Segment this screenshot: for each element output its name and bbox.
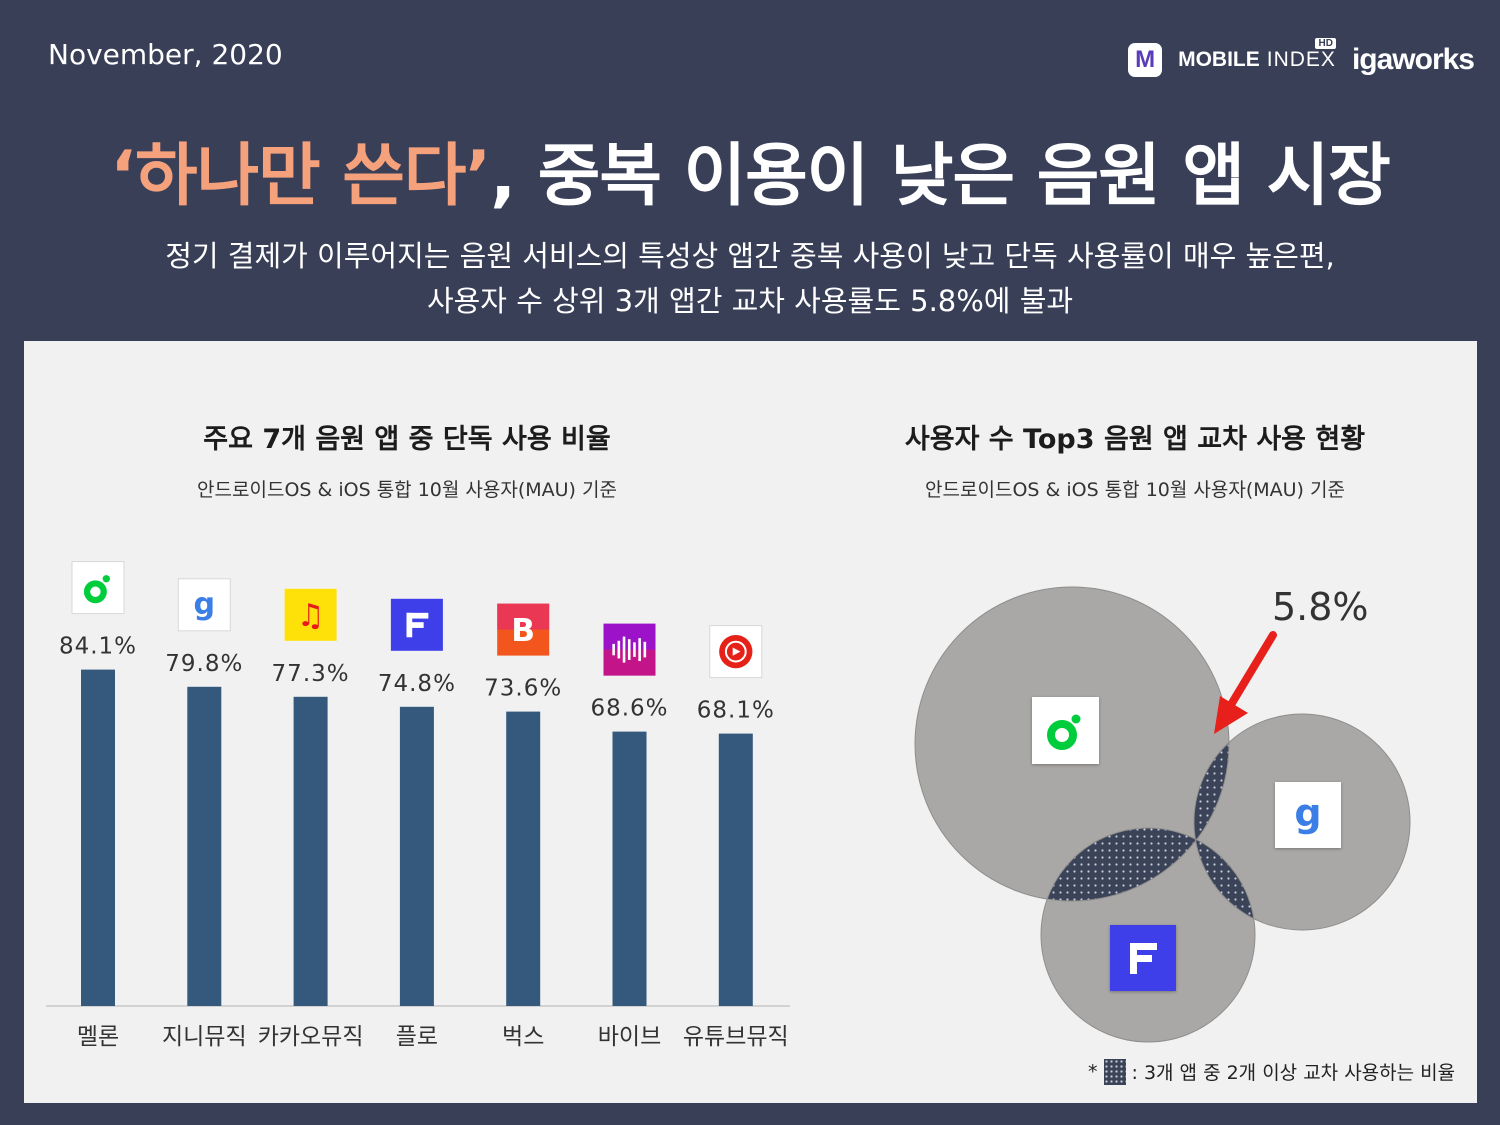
bar-value-label: 74.8% <box>378 671 456 697</box>
date-label: November, 2020 <box>48 38 283 71</box>
venn-outline-melon <box>914 586 1230 902</box>
svg-text:g: g <box>194 587 216 622</box>
legend-swatch <box>1103 1058 1126 1085</box>
venn-legend: * : 3개 앱 중 2개 이상 교차 사용하는 비율 <box>1088 1058 1455 1085</box>
brand-index: INDEX <box>1266 48 1336 71</box>
vibe-icon <box>603 623 656 676</box>
bar-value-label: 84.1% <box>59 634 137 660</box>
bar-1 <box>187 686 222 1006</box>
legend-text: : 3개 앱 중 2개 이상 교차 사용하는 비율 <box>1131 1062 1456 1084</box>
brand-hd-badge: HD <box>1315 38 1336 49</box>
svg-text:B: B <box>511 613 535 649</box>
bar-chart-title: 주요 7개 음원 앱 중 단독 사용 비율 <box>203 424 611 455</box>
venn-chart-title: 사용자 수 Top3 음원 앱 교차 사용 현황 <box>904 424 1366 455</box>
bar-value-label: 73.6% <box>484 676 562 702</box>
brand-logos: M MOBILE INDEX HD igaworks <box>1128 38 1475 82</box>
callout-arrow-shaft <box>1228 631 1277 707</box>
bar-value-label: 79.8% <box>165 651 243 677</box>
venn-flo-icon <box>1110 925 1176 991</box>
mobileindex-logo-text: MOBILE INDEX HD <box>1178 38 1336 72</box>
bugs-icon: B <box>497 603 550 656</box>
page-title: ‘하나만 쓴다’, 중복 이용이 낮은 음원 앱 시장 <box>0 120 1500 219</box>
bar-value-label: 68.6% <box>590 696 668 722</box>
category-label: 바이브 <box>598 1024 661 1050</box>
kakao-music-icon: ♫ <box>284 588 337 641</box>
callout-arrow-head <box>1214 696 1248 734</box>
bar-value-label: 77.3% <box>272 661 350 687</box>
melon-icon <box>71 561 125 615</box>
subtitle-line-2: 사용자 수 상위 3개 앱간 교차 사용률도 5.8%에 불과 <box>426 284 1074 318</box>
bar-3 <box>399 706 434 1006</box>
bar-5 <box>612 731 647 1006</box>
venn-melon-icon <box>1032 697 1099 764</box>
page-title-rest: , 중복 이용이 낮은 음원 앱 시장 <box>490 137 1391 216</box>
mobileindex-logo-icon: M <box>1128 43 1163 77</box>
bar-4 <box>506 711 541 1006</box>
bar-6 <box>718 733 753 1006</box>
category-label: 멜론 <box>77 1024 119 1050</box>
category-label: 지니뮤직 <box>162 1024 247 1050</box>
flo-icon <box>390 598 443 651</box>
bar-value-label: 68.1% <box>697 698 775 724</box>
page-title-quote: ‘하나만 쓴다’ <box>110 137 491 216</box>
venn-outline-genie <box>1193 713 1411 931</box>
svg-text:g: g <box>1294 791 1321 835</box>
youtube-music-icon <box>709 625 763 679</box>
category-label: 플로 <box>396 1024 438 1050</box>
brand-mobile: MOBILE <box>1178 48 1260 71</box>
subtitle-line-1: 정기 결제가 이루어지는 음원 서비스의 특성상 앱간 중복 사용이 낮고 단독… <box>165 239 1335 273</box>
venn-chart-note: 안드로이드OS & iOS 통합 10월 사용자(MAU) 기준 <box>925 479 1345 501</box>
category-label: 유튜브뮤직 <box>683 1024 789 1050</box>
overlap-callout: 5.8% <box>1272 585 1369 629</box>
category-label: 벅스 <box>502 1024 544 1050</box>
bar-chart-note: 안드로이드OS & iOS 통합 10월 사용자(MAU) 기준 <box>197 479 617 501</box>
svg-text:♫: ♫ <box>297 598 325 634</box>
venn-outline-flo <box>1040 827 1256 1043</box>
bar-0 <box>81 669 115 1006</box>
category-label: 카카오뮤직 <box>258 1024 364 1050</box>
bar-2 <box>293 696 328 1006</box>
igaworks-logo: igaworks <box>1351 43 1475 76</box>
venn-genie-icon: g <box>1275 782 1341 848</box>
legend-star: * <box>1088 1060 1098 1083</box>
genie-icon: g <box>177 578 231 632</box>
